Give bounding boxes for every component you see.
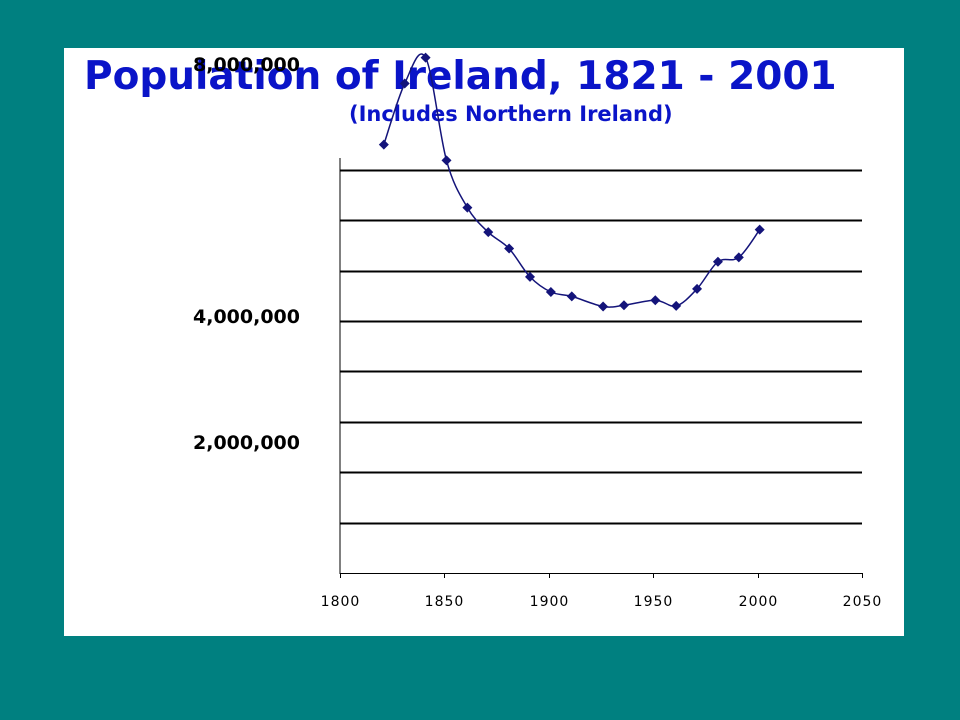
data-point	[399, 78, 410, 89]
x-tick-label: 2050	[843, 594, 883, 610]
data-point	[483, 227, 494, 238]
chart-title: Population of Ireland, 1821 - 2001	[84, 54, 837, 99]
x-tick-label: 1800	[321, 594, 361, 610]
x-tick-label: 1900	[530, 594, 570, 610]
y-tick-label: 4,000,000	[193, 306, 300, 328]
data-point	[420, 52, 431, 63]
data-point	[754, 224, 765, 235]
x-tick-label: 1850	[425, 594, 465, 610]
data-point	[598, 301, 609, 312]
data-point	[671, 300, 682, 311]
data-point	[525, 271, 536, 282]
data-point	[566, 291, 577, 302]
data-point	[441, 155, 452, 166]
x-tick-label: 2000	[739, 594, 779, 610]
chart-panel: Population of Ireland, 1821 - 2001 (Incl…	[64, 48, 904, 636]
data-point	[618, 300, 629, 311]
y-tick-label: 8,000,000	[193, 54, 300, 76]
data-point	[545, 287, 556, 298]
data-point	[378, 139, 389, 150]
series-line	[383, 53, 761, 308]
line-chart: 1800 1850 1900 1950 2000 2050 8,000,000 4,000,0…	[193, 52, 883, 610]
x-tick-label: 1950	[634, 594, 674, 610]
data-point	[733, 252, 744, 263]
data-point	[712, 256, 723, 267]
data-point	[504, 243, 515, 254]
data-point	[692, 283, 703, 294]
chart-subtitle: (Includes Northern Ireland)	[349, 102, 673, 126]
y-tick-label: 2,000,000	[193, 432, 300, 454]
data-point	[650, 295, 661, 306]
data-point	[462, 202, 473, 213]
